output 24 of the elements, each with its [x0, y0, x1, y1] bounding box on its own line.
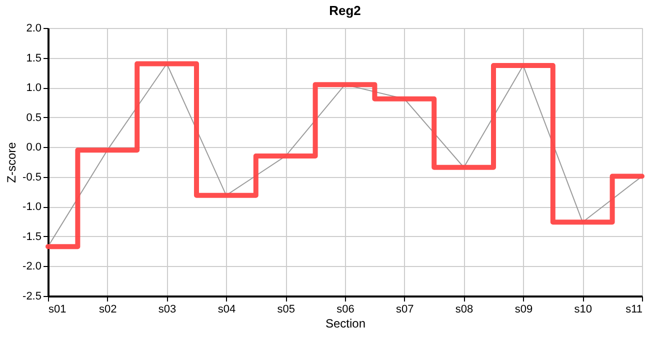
x-tick-label: s07 — [396, 304, 414, 316]
chart-title: Reg2 — [329, 3, 361, 18]
y-tick-label: -1.5 — [22, 230, 42, 243]
x-tick-label: s06 — [336, 304, 354, 316]
x-tick-label: s11 — [626, 304, 642, 316]
y-tick-label: 0.0 — [26, 142, 42, 154]
y-tick-label: 2.0 — [26, 22, 42, 34]
x-tick-label: s02 — [99, 304, 117, 316]
x-tick-label: s08 — [455, 304, 474, 316]
x-tick-label: s01 — [48, 304, 66, 316]
x-axis-title: Section — [325, 316, 366, 330]
y-tick-label: 0.5 — [26, 112, 42, 124]
x-tick-label: s10 — [574, 304, 592, 316]
y-tick-label: 1.5 — [26, 52, 42, 64]
y-tick-label: -1.0 — [22, 201, 42, 214]
x-tick-label: s09 — [514, 304, 533, 316]
y-tick-label: 1.0 — [26, 82, 42, 94]
y-tick-label: -2.0 — [22, 260, 42, 273]
x-tick-label: s05 — [277, 304, 295, 316]
x-tick-label: s04 — [218, 304, 236, 316]
y-axis-title: Z-score — [4, 142, 19, 183]
x-tick-label: s03 — [158, 304, 176, 316]
y-tick-label: -2.5 — [22, 290, 42, 302]
y-tick-label: -0.5 — [22, 171, 42, 184]
